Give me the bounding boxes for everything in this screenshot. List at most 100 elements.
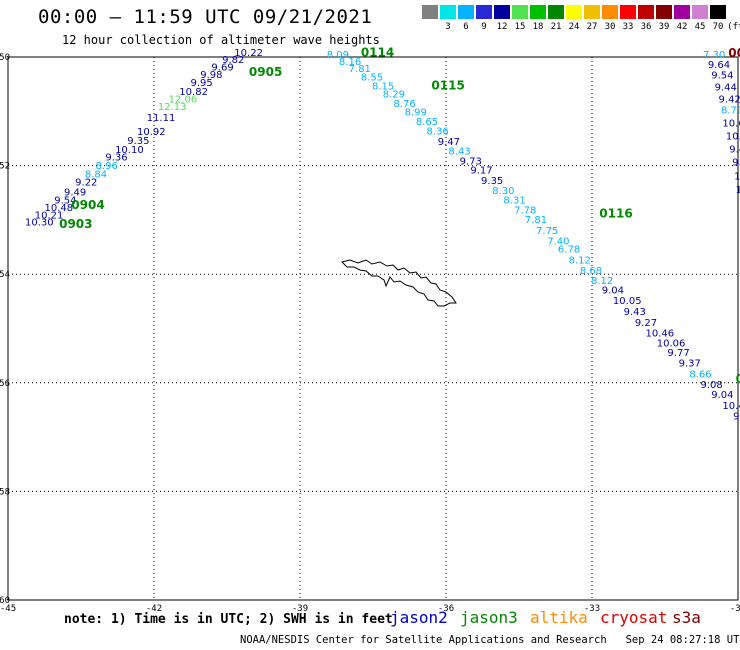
wave-height-value: 7.78 [514,205,536,216]
footer-note: note: 1) Time is in UTC; 2) SWH is in fe… [64,612,393,627]
wave-height-value: 12.13 [158,102,187,113]
pass-time-label: 0116 [599,207,632,221]
lat-tick-label: -54 [0,270,10,280]
wave-height-value: 9.95 [191,78,213,89]
wave-height-value: 8.66 [689,369,711,380]
lat-tick-label: -56 [0,379,10,389]
legend-swatch [530,5,546,19]
legend-label: 21 [550,22,562,32]
legend-label: 39 [658,22,670,32]
legend-swatch [548,5,564,19]
wave-height-value: 8.84 [85,170,107,181]
wave-height-value: 9.49 [64,187,86,198]
legend-label: 9 [481,22,487,32]
wave-height-value: 10.30 [25,217,54,228]
wave-height-value: 7.81 [349,64,371,75]
wave-height-value: 8.68 [580,266,602,277]
legend-swatch [422,5,438,19]
legend-label: 30 [604,22,616,32]
wave-height-value: 9.36 [105,153,127,164]
legend-label: 15 [514,22,526,32]
page-title: 00:00 – 11:59 UTC 09/21/2021 [38,6,373,28]
wave-height-value: 8.16 [339,57,361,68]
wave-height-value: 9.04 [711,390,733,401]
lat-tick-label: -52 [0,162,10,172]
legend-label: 6 [463,22,469,32]
island-outline [341,259,457,307]
satellite-label-s3a: s3a [672,608,701,627]
satellite-label-jason3: jason3 [460,608,518,627]
wave-height-value: 8.12 [591,276,613,287]
wave-height-value: 9.37 [679,359,701,370]
pass-time-label: 0114 [361,45,394,59]
wave-height-value: 8.15 [372,82,394,93]
wave-height-value: 10.10 [115,145,144,156]
wave-height-value: 8.71 [721,105,740,116]
wave-height-value: 9.35 [481,176,503,187]
legend-label: 24 [568,22,580,32]
wave-height-value: 9.44 [715,83,737,94]
wave-height-value: 7.81 [525,215,547,226]
wave-height-value: 7.40 [547,236,569,247]
wave-height-value: 8.09 [327,50,349,61]
legend-swatch [584,5,600,19]
wave-height-value: 9.35 [127,136,149,147]
legend-swatch [440,5,456,19]
wave-height-value: 11.11 [147,113,176,124]
wave-height-value: 6.78 [558,244,580,255]
wave-height-value: 9.73 [460,157,482,168]
legend-label: 27 [586,22,598,32]
lat-tick-label: -58 [0,487,10,497]
satellite-label-cryosat: cryosat [600,608,668,627]
wave-height-value: 10.92 [137,127,166,138]
wave-height-value: 8.12 [569,255,591,266]
wave-height-value: 8.96 [96,161,118,172]
wave-height-value: 8.55 [361,72,383,83]
wave-height-value: 9.6 [732,158,740,169]
wave-height-value: 9.77 [667,348,689,359]
wave-height-value: 10.66 [722,119,740,130]
satellite-label-jason2: jason2 [390,608,448,627]
pass-time-label: 01 [736,372,740,386]
wave-height-value: 9.49 [729,145,740,156]
wave-height-value: 9.17 [470,166,492,177]
wave-height-value: 9.22 [75,178,97,189]
wave-height-value: 8.43 [448,147,470,158]
legend-label: 3 [445,22,451,32]
legend-label: 42 [676,22,688,32]
wave-height-value: 9.69 [211,63,233,74]
legend-swatch [710,5,726,19]
legend-label: 36 [640,22,652,32]
wave-height-value: 10.46 [646,329,675,340]
wave-height-value: 10.21 [35,210,64,221]
wave-height-value: 12.06 [169,95,198,106]
wave-height-value: 10.22 [234,48,263,59]
legend-label: 70 [712,22,724,32]
legend-swatch [656,5,672,19]
lon-tick-label: -45 [0,604,16,612]
wave-height-value: 8.65 [416,117,438,128]
legend-swatch [620,5,636,19]
wave-height-value: 10 [736,185,740,196]
pass-time-label: 0904 [71,198,104,212]
legend-swatch [602,5,618,19]
wave-height-value: 8.29 [383,90,405,101]
tracks-layer: 10.3010.2110.489.549.499.228.848.969.361… [25,45,740,422]
wave-height-value: 9.98 [200,70,222,81]
lon-tick-label: -39 [292,604,308,612]
legend-label: 45 [694,22,706,32]
pass-time-label: 0115 [431,79,464,93]
wave-height-value: 8.36 [427,127,449,138]
wave-height-value: 10.05 [613,296,642,307]
wave-height-value: 8.31 [503,196,525,207]
wave-height-value: 10.82 [179,87,208,98]
wave-height-value: 10.48 [45,203,74,214]
wave-height-value: 9.04 [602,286,624,297]
legend-swatch [674,5,690,19]
legend-swatch [566,5,582,19]
satellite-label-altika: altika [530,608,588,627]
legend-label: 12 [496,22,508,32]
legend-swatch [512,5,528,19]
wave-height-value: 7.75 [536,226,558,237]
legend-swatch [494,5,510,19]
